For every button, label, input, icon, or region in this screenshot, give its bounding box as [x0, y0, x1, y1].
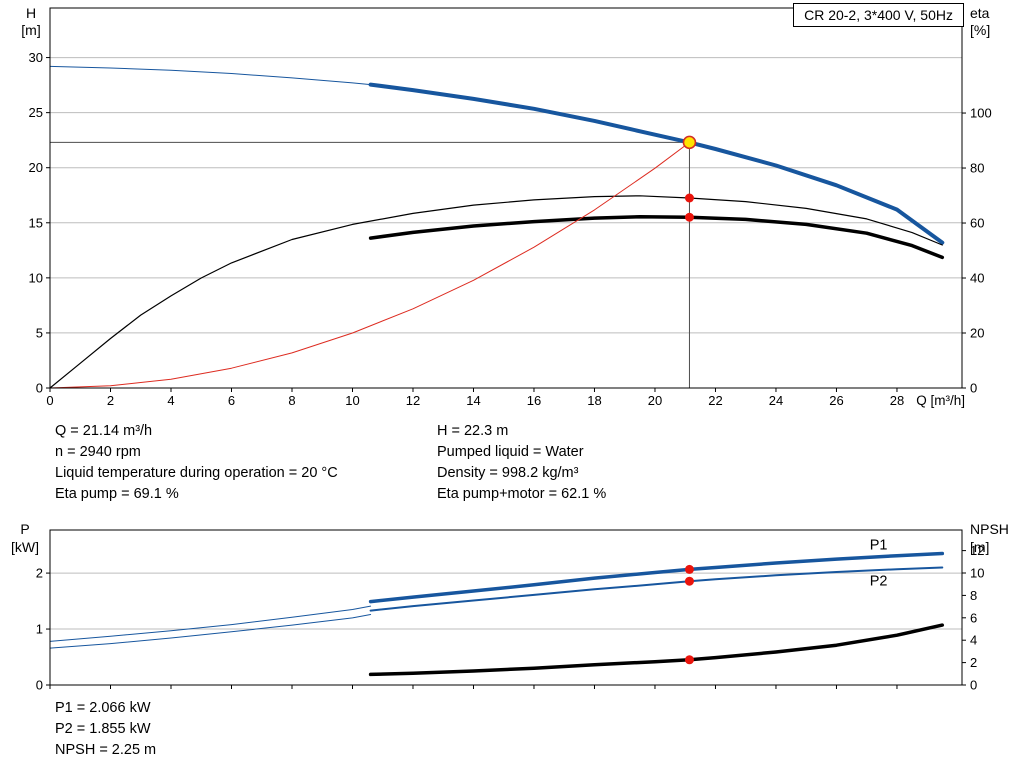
curve-p1 — [368, 551, 945, 604]
x-tick-label: 12 — [406, 393, 420, 408]
x-tick-label: 2 — [107, 393, 114, 408]
y-right-tick-label: 0 — [970, 381, 977, 396]
series-label-p1: P1 — [870, 538, 888, 554]
y-left-tick-label: 0 — [36, 678, 43, 693]
x-tick-label: 6 — [228, 393, 235, 408]
series-label-p2: P2 — [870, 573, 888, 589]
curve-p2 — [369, 566, 944, 612]
info-q: Q = 21.14 m³/h — [55, 423, 153, 439]
x-tick-label: 14 — [466, 393, 480, 408]
result-npsh: NPSH = 2.25 m — [55, 742, 157, 758]
y-right-tick-label: 100 — [970, 106, 992, 121]
curve-eta-pump — [49, 195, 943, 389]
curve-p2-low-flow — [49, 614, 372, 649]
result-p2: P2 = 1.855 kW — [55, 721, 151, 737]
y-right-axis-label: eta — [970, 5, 990, 21]
y-left-axis-label: [m] — [21, 22, 40, 38]
info-eta-pump-motor: Eta pump+motor = 62.1 % — [437, 486, 607, 502]
y-right-tick-label: 8 — [970, 588, 977, 603]
marker-npsh-point — [684, 655, 694, 665]
curve-pump-curve — [368, 82, 945, 245]
marker-p1-point — [684, 564, 694, 574]
x-tick-label: 20 — [648, 393, 662, 408]
info-liquid-temperature: Liquid temperature during operation = 20… — [55, 465, 338, 481]
y-right-axis-label: [%] — [970, 22, 990, 38]
y-left-tick-label: 30 — [29, 50, 43, 65]
y-left-axis-label: P — [20, 521, 29, 537]
y-left-tick-label: 15 — [29, 215, 43, 230]
y-right-tick-label: 6 — [970, 610, 977, 625]
hq-eta-chart: 0 2 4 6 8 10 12 14 16 18 20 22 24 26 28 Q [m³/h]0510152… — [21, 5, 992, 408]
results-block: P1 = 2.066 kW P2 = 1.855 kW NPSH = 2.25 … — [55, 698, 156, 761]
curve-p1-low-flow — [49, 605, 372, 642]
y-left-tick-label: 10 — [29, 270, 43, 285]
y-right-axis-label: [m] — [970, 539, 989, 555]
y-right-tick-label: 10 — [970, 566, 984, 581]
y-left-tick-label: 2 — [36, 566, 43, 581]
x-tick-label: 18 — [587, 393, 601, 408]
info-pumped-liquid: Pumped liquid = Water — [437, 444, 584, 460]
y-left-tick-label: 25 — [29, 105, 43, 120]
y-left-axis-label: [kW] — [11, 539, 39, 555]
y-right-tick-label: 60 — [970, 216, 984, 231]
x-tick-label: 28 — [890, 393, 904, 408]
duty-info-right-column: H = 22.3 m Pumped liquid = Water Density… — [437, 421, 606, 505]
curve-pump-curve-low-flow — [49, 65, 372, 86]
x-tick-label: 16 — [527, 393, 541, 408]
marker-p2-point — [684, 576, 694, 586]
plot-frame — [49, 529, 963, 686]
x-tick-label: 0 — [46, 393, 53, 408]
x-tick-label: 24 — [769, 393, 783, 408]
curve-eta-pump-motor — [368, 214, 945, 260]
info-eta-pump: Eta pump = 69.1 % — [55, 486, 179, 502]
y-left-axis-label: H — [26, 5, 36, 21]
y-left-tick-label: 20 — [29, 160, 43, 175]
duty-info-left-column: Q = 21.14 m³/h n = 2940 rpm Liquid tempe… — [55, 421, 338, 505]
plot-frame — [49, 7, 963, 389]
x-tick-label: 26 — [829, 393, 843, 408]
y-right-tick-label: 4 — [970, 633, 977, 648]
y-left-tick-label: 1 — [36, 622, 43, 637]
curve-system-curve — [49, 141, 690, 389]
info-head: H = 22.3 m — [437, 423, 509, 439]
x-axis-label: Q [m³/h] — [916, 393, 965, 408]
x-tick-label: 10 — [345, 393, 359, 408]
y-right-axis-label: NPSH — [970, 521, 1009, 537]
y-left-tick-label: 5 — [36, 325, 43, 340]
y-left-tick-label: 0 — [36, 381, 43, 396]
x-tick-label: 8 — [288, 393, 295, 408]
info-speed: n = 2940 rpm — [55, 444, 141, 460]
x-tick-label: 4 — [167, 393, 174, 408]
y-right-tick-label: 20 — [970, 326, 984, 341]
info-density: Density = 998.2 kg/m³ — [437, 465, 579, 481]
result-p1: P1 = 2.066 kW — [55, 700, 151, 716]
y-right-tick-label: 80 — [970, 161, 984, 176]
x-tick-label: 22 — [708, 393, 722, 408]
y-right-tick-label: 0 — [970, 678, 977, 693]
y-right-tick-label: 40 — [970, 271, 984, 286]
pump-model-box: CR 20-2, 3*400 V, 50Hz — [793, 3, 964, 27]
marker-eta-pump-motor-point — [684, 212, 694, 222]
marker-duty-point[interactable] — [682, 135, 697, 150]
marker-eta-pump-point — [684, 193, 694, 203]
y-right-tick-label: 2 — [970, 655, 977, 670]
curve-npsh — [368, 623, 945, 677]
y-right-tick-label: 12 — [970, 543, 984, 558]
